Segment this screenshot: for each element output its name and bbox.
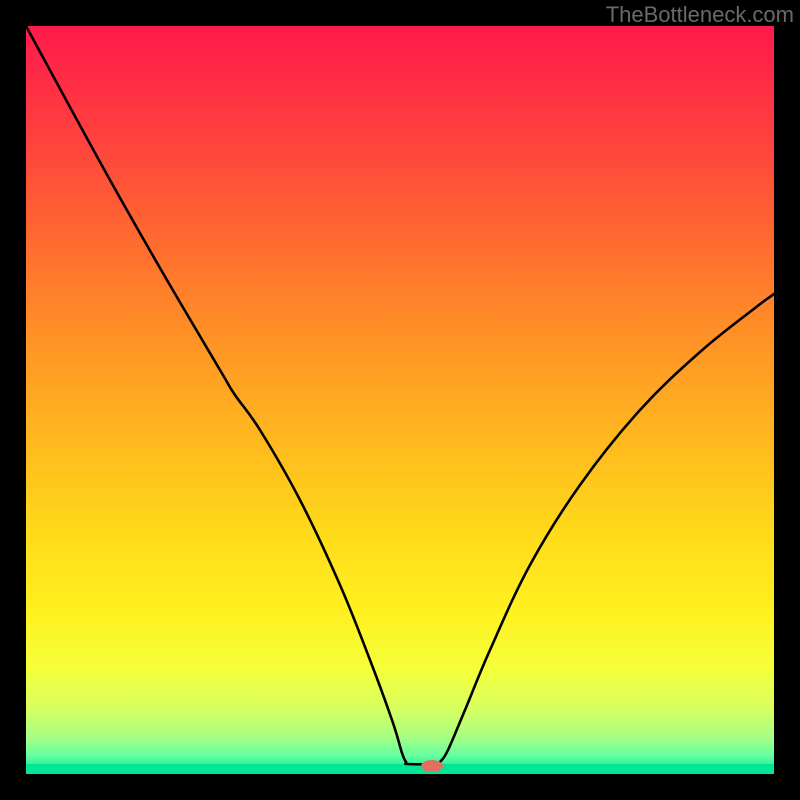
plot-background: [26, 26, 774, 774]
bottleneck-chart: [0, 0, 800, 800]
bottom-green-band: [26, 764, 774, 774]
minimum-marker-pill: [421, 760, 443, 772]
watermark-text: TheBottleneck.com: [606, 2, 794, 28]
chart-container: { "watermark": { "text": "TheBottleneck.…: [0, 0, 800, 800]
